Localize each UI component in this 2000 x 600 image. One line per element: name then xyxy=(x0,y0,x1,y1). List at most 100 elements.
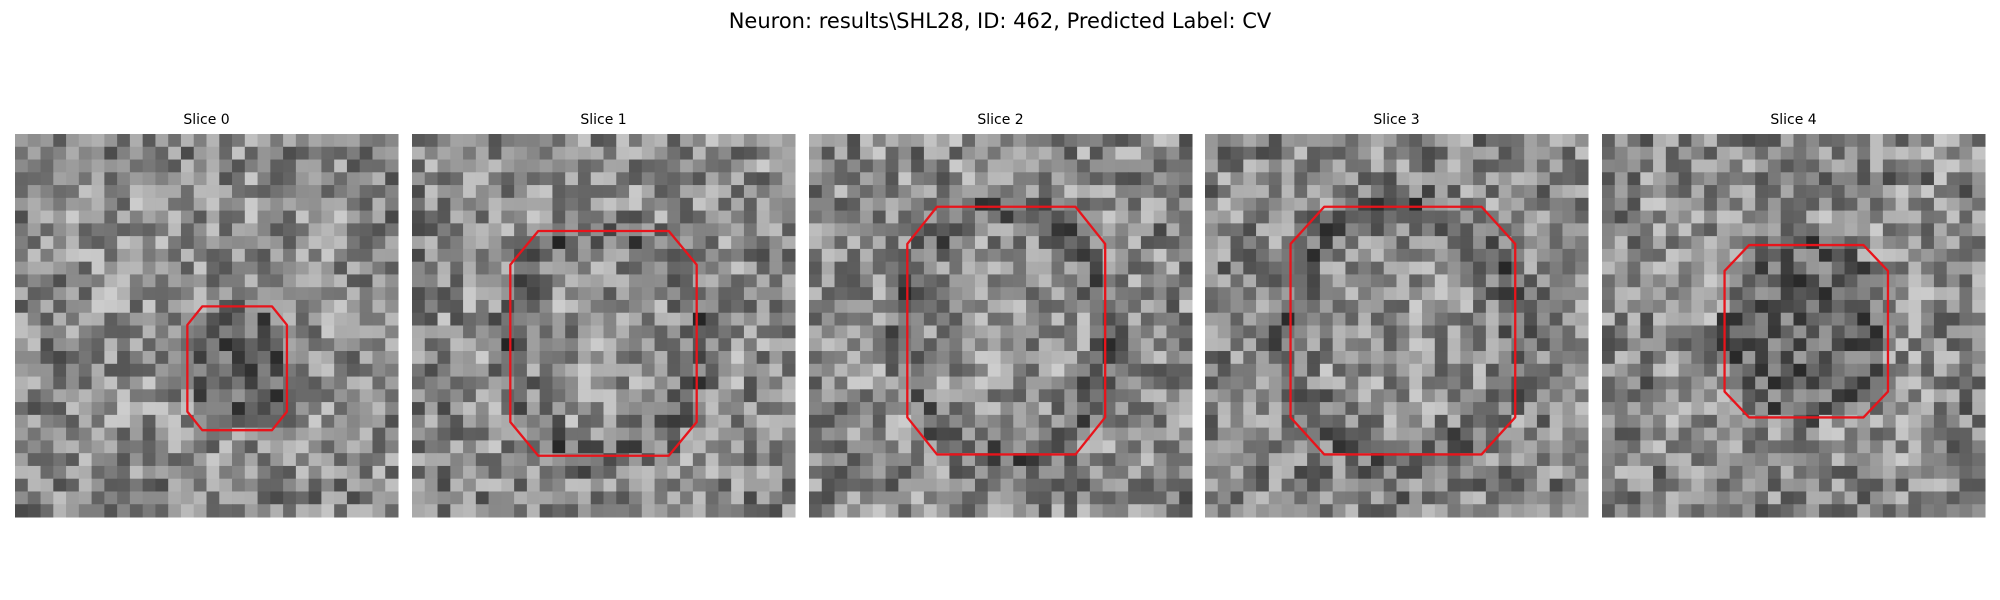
pixel xyxy=(346,159,361,173)
pixel xyxy=(1026,210,1040,224)
pixel xyxy=(1026,134,1040,148)
pixel xyxy=(1549,453,1563,467)
pixel xyxy=(1013,299,1027,314)
pixel xyxy=(1013,338,1027,352)
pixel xyxy=(1959,287,1973,301)
pixel xyxy=(1038,504,1053,518)
pixel xyxy=(1729,248,1743,263)
pixel xyxy=(1908,440,1922,454)
pixel xyxy=(91,134,105,148)
pixel xyxy=(385,440,399,454)
pixel xyxy=(731,427,745,441)
pixel xyxy=(66,287,80,301)
pixel xyxy=(1473,402,1487,416)
pixel xyxy=(1806,261,1820,275)
pixel xyxy=(1755,172,1769,186)
pixel xyxy=(1447,363,1461,378)
pixel xyxy=(1422,134,1436,148)
pixel xyxy=(1716,440,1731,454)
pixel xyxy=(1627,134,1641,148)
pixel xyxy=(1691,236,1705,250)
pixel xyxy=(1946,236,1960,250)
pixel xyxy=(1946,414,1960,429)
pixel xyxy=(654,440,668,454)
pixel xyxy=(692,210,707,224)
pixel xyxy=(1511,172,1525,186)
pixel xyxy=(1307,402,1321,416)
pixel xyxy=(1524,134,1538,148)
pixel xyxy=(962,440,976,454)
pixel xyxy=(1653,465,1667,480)
pixel xyxy=(1166,223,1180,237)
pixel xyxy=(219,504,233,518)
pixel xyxy=(1933,453,1948,467)
pixel xyxy=(437,414,451,429)
pixel xyxy=(488,185,502,199)
pixel xyxy=(974,465,989,480)
pixel xyxy=(295,261,310,275)
pixel xyxy=(1051,159,1065,173)
pixel xyxy=(1946,134,1960,148)
pixel xyxy=(244,351,259,365)
pixel xyxy=(974,453,989,467)
pixel xyxy=(629,478,643,492)
pixel xyxy=(1128,223,1142,237)
pixel xyxy=(1536,414,1551,429)
pixel xyxy=(667,325,681,339)
pixel xyxy=(1038,159,1053,173)
pixel xyxy=(1549,134,1563,148)
pixel xyxy=(1396,248,1410,263)
pixel xyxy=(1217,338,1232,352)
pixel xyxy=(155,389,169,403)
pixel xyxy=(1089,402,1104,416)
pixel xyxy=(1972,427,1986,441)
pixel xyxy=(1653,146,1667,161)
pixel xyxy=(1946,453,1960,467)
pixel xyxy=(283,134,297,148)
pixel xyxy=(27,210,42,224)
pixel xyxy=(1793,491,1807,505)
pixel xyxy=(1128,465,1142,480)
pixel xyxy=(412,134,426,148)
pixel xyxy=(629,427,643,441)
pixel xyxy=(1332,261,1346,275)
pixel xyxy=(1307,491,1321,505)
pixel xyxy=(654,427,668,441)
pixel xyxy=(809,299,823,314)
pixel xyxy=(66,261,80,275)
pixel xyxy=(603,465,617,480)
pixel xyxy=(117,185,131,199)
pixel xyxy=(1153,325,1167,339)
pixel xyxy=(295,159,310,173)
pixel xyxy=(501,274,515,288)
pixel xyxy=(117,236,131,250)
contour xyxy=(1723,243,1890,419)
pixel xyxy=(1780,274,1795,288)
pixel xyxy=(667,197,681,212)
pixel xyxy=(1536,299,1551,314)
pixel xyxy=(1882,338,1897,352)
pixel xyxy=(898,172,912,186)
pixel xyxy=(91,389,105,403)
pixel xyxy=(872,504,887,518)
pixel xyxy=(552,351,566,365)
pixel xyxy=(1665,172,1680,186)
pixel xyxy=(743,414,758,429)
pixel xyxy=(385,287,399,301)
pixel xyxy=(949,504,963,518)
pixel xyxy=(437,363,451,378)
pixel xyxy=(949,414,963,429)
pixel xyxy=(1767,325,1782,339)
pixel xyxy=(270,185,284,199)
pixel xyxy=(206,223,220,237)
pixel xyxy=(743,504,758,518)
pixel xyxy=(155,197,169,212)
pixel xyxy=(1665,453,1680,467)
pixel xyxy=(180,172,195,186)
pixel xyxy=(654,491,668,505)
pixel xyxy=(590,159,605,173)
pixel xyxy=(15,159,29,173)
pixel xyxy=(1678,274,1692,288)
pixel xyxy=(346,363,361,378)
pixel xyxy=(565,159,579,173)
